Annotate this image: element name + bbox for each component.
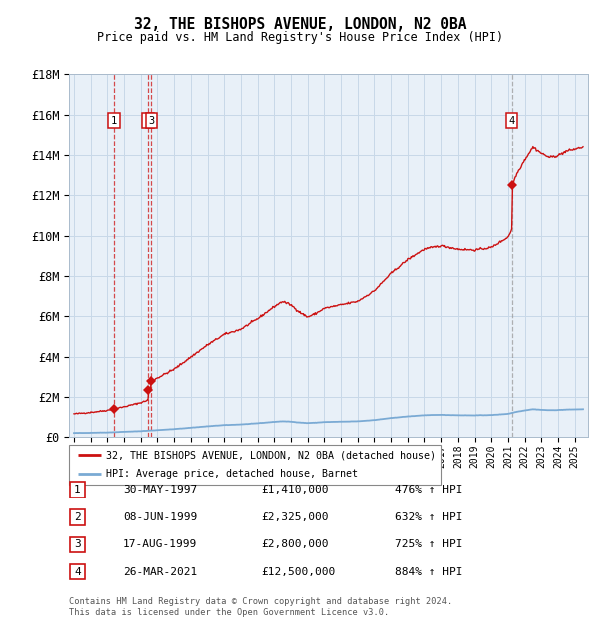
Text: £1,410,000: £1,410,000 — [261, 485, 329, 495]
Text: 632% ↑ HPI: 632% ↑ HPI — [395, 512, 463, 522]
Text: £12,500,000: £12,500,000 — [261, 567, 335, 577]
Text: 17-AUG-1999: 17-AUG-1999 — [123, 539, 197, 549]
Text: 1: 1 — [74, 485, 81, 495]
Text: 476% ↑ HPI: 476% ↑ HPI — [395, 485, 463, 495]
Text: Contains HM Land Registry data © Crown copyright and database right 2024.
This d: Contains HM Land Registry data © Crown c… — [69, 598, 452, 617]
Text: 26-MAR-2021: 26-MAR-2021 — [123, 567, 197, 577]
Text: 32, THE BISHOPS AVENUE, LONDON, N2 0BA (detached house): 32, THE BISHOPS AVENUE, LONDON, N2 0BA (… — [106, 450, 436, 461]
Text: 2: 2 — [74, 512, 81, 522]
Text: 2: 2 — [145, 116, 151, 126]
Text: Price paid vs. HM Land Registry's House Price Index (HPI): Price paid vs. HM Land Registry's House … — [97, 31, 503, 43]
Text: £2,325,000: £2,325,000 — [261, 512, 329, 522]
Text: HPI: Average price, detached house, Barnet: HPI: Average price, detached house, Barn… — [106, 469, 358, 479]
Text: £2,800,000: £2,800,000 — [261, 539, 329, 549]
Text: 4: 4 — [74, 567, 81, 577]
Text: 1: 1 — [111, 116, 118, 126]
Text: 725% ↑ HPI: 725% ↑ HPI — [395, 539, 463, 549]
Text: 32, THE BISHOPS AVENUE, LONDON, N2 0BA: 32, THE BISHOPS AVENUE, LONDON, N2 0BA — [134, 17, 466, 32]
Text: 3: 3 — [74, 539, 81, 549]
Text: 884% ↑ HPI: 884% ↑ HPI — [395, 567, 463, 577]
Text: 4: 4 — [509, 116, 515, 126]
Text: 08-JUN-1999: 08-JUN-1999 — [123, 512, 197, 522]
Text: 30-MAY-1997: 30-MAY-1997 — [123, 485, 197, 495]
Text: 3: 3 — [148, 116, 154, 126]
